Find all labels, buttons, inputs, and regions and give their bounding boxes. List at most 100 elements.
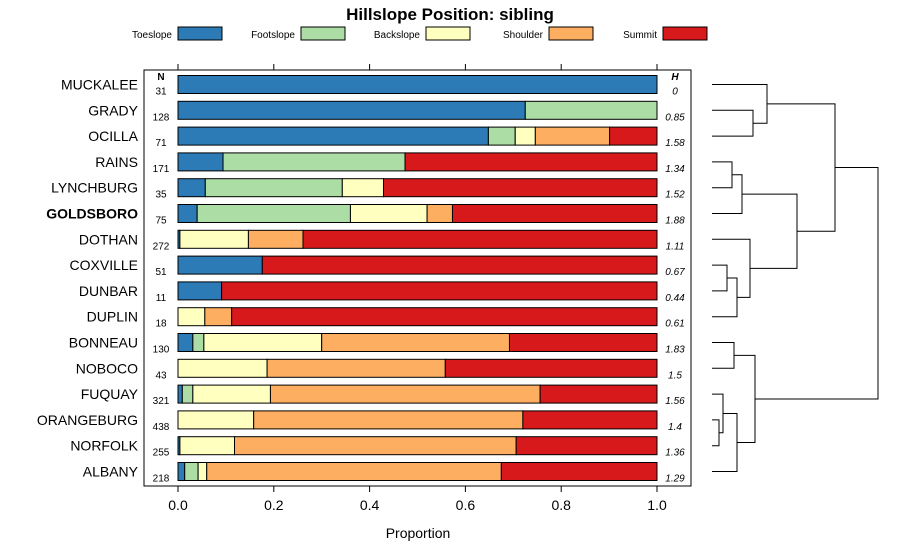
dendrogram-link-8 xyxy=(767,103,836,232)
h-value: 1.34 xyxy=(665,164,685,175)
bar-segment-summit xyxy=(221,281,658,301)
dendrogram-link-4 xyxy=(712,264,728,292)
row-label: DOTHAN xyxy=(79,231,138,247)
bar-segment-toeslope xyxy=(177,281,223,301)
bar-segment-footslope xyxy=(192,333,205,352)
h-value: 1.56 xyxy=(665,396,685,407)
bar-segment-toeslope xyxy=(177,255,263,275)
h-value: 0.44 xyxy=(665,293,685,304)
bar-segment-footslope xyxy=(181,384,194,404)
row-label: GRADY xyxy=(88,102,138,118)
x-axis-label: Proportion xyxy=(386,525,451,541)
bar-segment-backslope xyxy=(177,410,255,430)
legend: Toeslope Footslope Backslope Shoulder Summit xyxy=(132,26,708,41)
x-tick-label: 0.0 xyxy=(168,497,188,513)
x-tick-label: 0.2 xyxy=(264,497,284,513)
row-label: FUQUAY xyxy=(81,386,139,402)
legend-swatch-shoulder xyxy=(548,26,594,41)
h-value: 1.58 xyxy=(665,138,685,149)
bar-segment-toeslope xyxy=(177,178,206,198)
bar-segment-shoulder xyxy=(247,229,304,249)
h-column-header: H xyxy=(671,72,679,83)
legend-swatch-backslope xyxy=(425,26,471,41)
row-rains: RAINS 171 1.34 xyxy=(95,152,685,175)
n-value: 171 xyxy=(153,164,170,175)
n-value: 43 xyxy=(155,370,167,381)
x-axis: 0.0 0.2 0.4 0.6 0.8 1.0 xyxy=(168,64,667,513)
row-label: MUCKALEE xyxy=(61,77,138,93)
h-value: 1.11 xyxy=(666,241,685,252)
bar-segment-backslope xyxy=(514,126,536,146)
bar-segment-summit xyxy=(404,152,658,172)
row-fuquay: FUQUAY 321 1.56 xyxy=(81,384,685,407)
n-value: 11 xyxy=(156,293,167,304)
dendrogram-link-0 xyxy=(712,109,754,137)
dendrogram xyxy=(712,84,879,472)
bar-segment-shoulder xyxy=(204,307,233,327)
dendrogram-link-3 xyxy=(712,174,743,214)
legend-label-shoulder: Shoulder xyxy=(503,30,544,41)
bar-segment-toeslope xyxy=(177,100,526,120)
row-dunbar: DUNBAR 11 0.44 xyxy=(79,281,685,304)
bar-segment-summit xyxy=(522,410,658,430)
bar-segment-summit xyxy=(231,307,658,327)
legend-swatch-summit xyxy=(662,26,708,41)
dendrogram-link-11 xyxy=(712,393,724,434)
h-value: 1.5 xyxy=(668,370,682,381)
bar-segment-backslope xyxy=(179,436,236,456)
dendrogram-link-5 xyxy=(712,277,738,318)
bar-segment-backslope xyxy=(177,307,206,327)
n-value: 71 xyxy=(155,138,167,149)
h-value: 0.85 xyxy=(665,112,685,123)
bar-segment-backslope xyxy=(341,178,384,198)
bar-segment-footslope xyxy=(487,126,516,146)
row-albany: ALBANY 218 1.29 xyxy=(83,462,685,485)
h-value: 1.88 xyxy=(665,216,685,227)
row-duplin: DUPLIN 18 0.61 xyxy=(87,307,685,330)
bar-segment-shoulder xyxy=(206,462,502,481)
row-bonneau: BONNEAU 130 1.83 xyxy=(69,333,685,356)
dendrogram-link-14 xyxy=(755,167,879,400)
bar-segment-shoulder xyxy=(321,333,510,352)
n-value: 35 xyxy=(155,190,167,201)
bar-segment-backslope xyxy=(349,204,428,223)
bar-segment-footslope xyxy=(222,152,406,172)
bar-segment-summit xyxy=(609,126,658,146)
dendrogram-link-2 xyxy=(712,161,733,189)
bar-rows: MUCKALEE 31 0 GRADY 128 0.85 OCILLA 71 1.58 RAINS… xyxy=(37,75,685,485)
n-value: 255 xyxy=(153,448,170,459)
legend-label-backslope: Backslope xyxy=(374,30,421,41)
bar-segment-backslope xyxy=(203,333,323,352)
bar-segment-shoulder xyxy=(234,436,517,456)
bar-segment-summit xyxy=(500,462,658,481)
dendrogram-link-10 xyxy=(712,419,720,447)
legend-label-toeslope: Toeslope xyxy=(132,30,172,41)
n-value: 272 xyxy=(153,241,170,252)
n-value: 321 xyxy=(153,396,170,407)
h-value: 0.67 xyxy=(665,267,685,278)
n-column-header: N xyxy=(157,72,164,83)
bar-segment-toeslope xyxy=(177,384,183,404)
bar-segment-toeslope xyxy=(177,152,224,172)
row-norfolk: NORFOLK 255 1.36 xyxy=(70,436,685,459)
legend-label-summit: Summit xyxy=(623,30,657,41)
bar-segment-footslope xyxy=(204,178,343,198)
chart-title: Hillslope Position: sibling xyxy=(346,5,554,24)
n-value: 31 xyxy=(155,87,167,98)
n-value: 51 xyxy=(155,267,167,278)
bar-segment-shoulder xyxy=(253,410,524,430)
bar-segment-footslope xyxy=(184,462,199,481)
h-value: 1.4 xyxy=(668,422,682,433)
bar-segment-summit xyxy=(539,384,658,404)
x-tick-label: 0.6 xyxy=(456,497,476,513)
h-value: 0 xyxy=(672,87,678,98)
row-label: BONNEAU xyxy=(69,335,138,351)
row-label: COXVILLE xyxy=(70,257,138,273)
bar-segment-summit xyxy=(444,358,658,378)
row-label: OCILLA xyxy=(88,128,138,144)
bar-segment-footslope xyxy=(196,204,351,223)
bar-segment-shoulder xyxy=(534,126,611,146)
row-lynchburg: LYNCHBURG 35 1.52 xyxy=(51,178,685,201)
bar-segment-backslope xyxy=(192,384,271,404)
